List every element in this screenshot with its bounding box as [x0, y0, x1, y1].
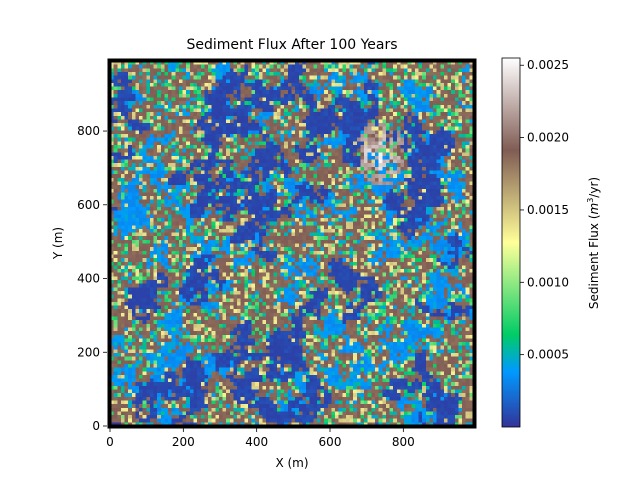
x-tick-label: 0 [106, 435, 114, 449]
colorbar-tick-label: 0.0005 [527, 348, 569, 362]
x-tick-label: 800 [392, 435, 415, 449]
colorbar-label: Sediment Flux (m3/yr) [586, 177, 601, 309]
colorbar-tick-label: 0.0010 [527, 275, 569, 289]
x-tick-label: 600 [319, 435, 342, 449]
colorbar-tick-label: 0.0025 [527, 58, 569, 72]
y-axis-label: Y (m) [51, 227, 65, 260]
colorbar-gradient [501, 57, 521, 428]
y-tick-label: 600 [77, 198, 100, 212]
chart-title: Sediment Flux After 100 Years [186, 37, 397, 53]
colorbar-ticks: 0.0005 0.0010 0.0015 0.0020 0.0025 [520, 58, 569, 362]
y-tick-label: 200 [77, 345, 100, 359]
y-axis: 0 200 400 600 800 [77, 124, 107, 433]
y-tick-label: 400 [77, 272, 100, 286]
colorbar: 0.0005 0.0010 0.0015 0.0020 0.0025 Sediment … [501, 57, 601, 428]
heatmap-image [110, 61, 473, 426]
plot-frame [107, 58, 477, 429]
colorbar-tick-label: 0.0015 [527, 203, 569, 217]
x-axis: 0 200 400 600 800 [106, 428, 415, 449]
x-tick-label: 200 [172, 435, 195, 449]
y-tick-label: 0 [92, 419, 100, 433]
x-axis-label: X (m) [275, 456, 308, 470]
y-tick-label: 800 [77, 124, 100, 138]
heatmap-area [107, 58, 477, 429]
colorbar-tick-label: 0.0020 [527, 131, 569, 145]
x-tick-label: 400 [245, 435, 268, 449]
